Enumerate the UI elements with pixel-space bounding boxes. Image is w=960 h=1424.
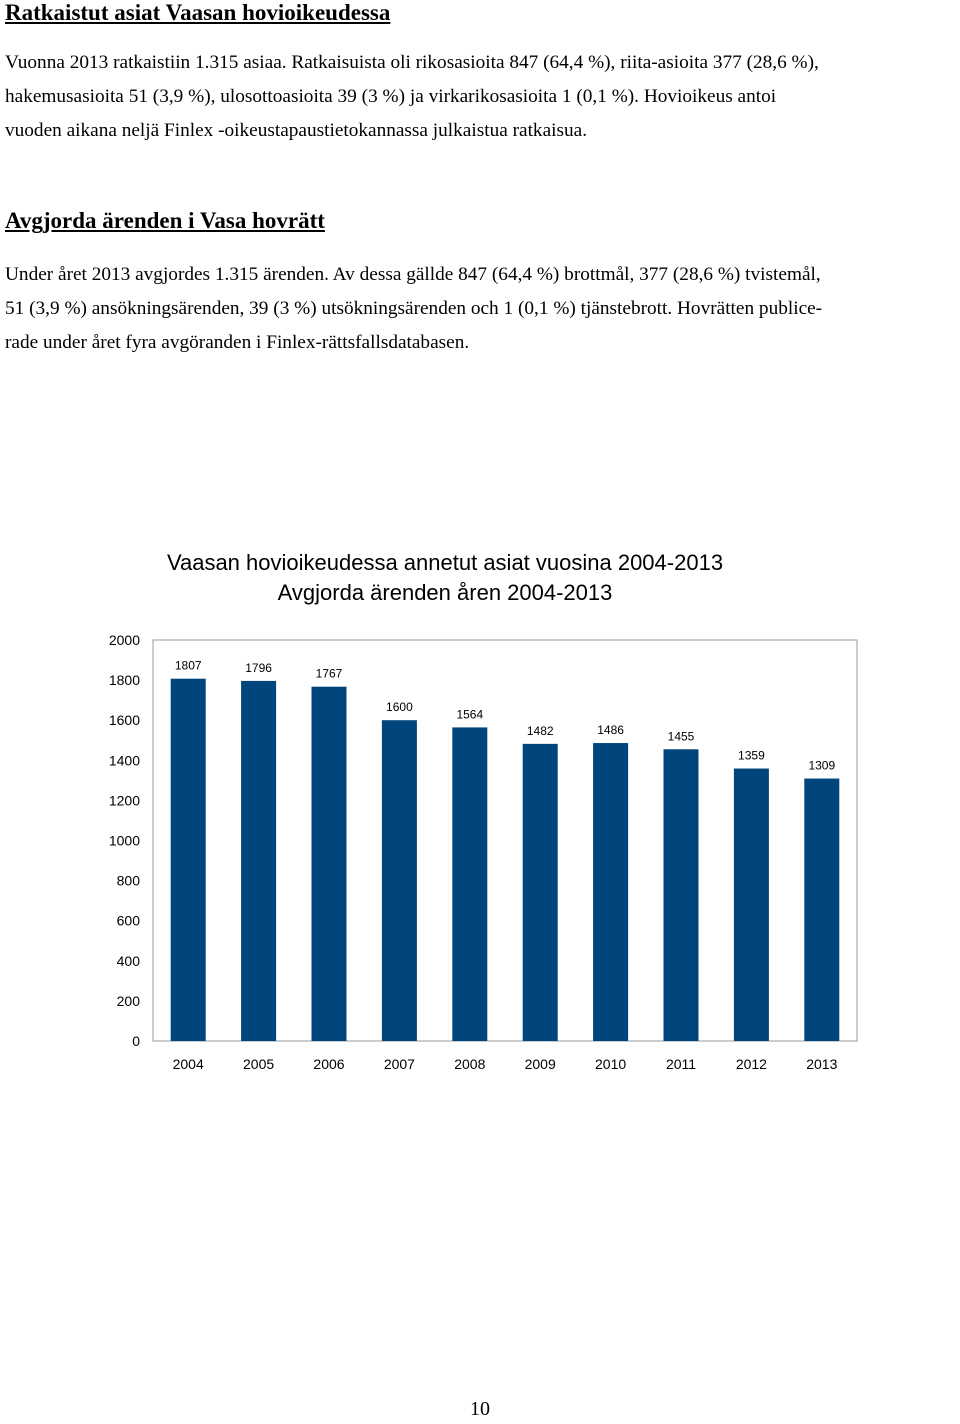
y-tick-label: 1600 — [109, 712, 140, 728]
y-tick-label: 1200 — [109, 792, 140, 808]
data-label: 1486 — [597, 723, 624, 737]
data-label: 1767 — [316, 667, 343, 681]
x-tick-label: 2012 — [736, 1056, 767, 1072]
x-tick-label: 2009 — [525, 1056, 556, 1072]
y-tick-label: 1800 — [109, 672, 140, 688]
chart-plot: 0 200 400 600 800 1000 1200 1400 1600 1800 2000 180… — [109, 632, 858, 1072]
bar — [311, 686, 347, 1041]
y-tick-label: 200 — [117, 993, 141, 1009]
paragraph-line: vuoden aikana neljä Finlex -oikeustapaus… — [5, 120, 588, 141]
heading-fi: Ratkaistut asiat Vaasan hovioikeudessa — [5, 0, 391, 25]
bar — [663, 749, 699, 1041]
paragraph-line: rade under året fyra avgöranden i Finlex… — [5, 332, 470, 353]
heading-sv: Avgjorda ärenden i Vasa hovrätt — [5, 208, 325, 233]
paragraph-line: hakemusasioita 51 (3,9 %), ulosottoasioi… — [5, 86, 777, 107]
data-label: 1807 — [175, 659, 202, 673]
chart-subtitle: Avgjorda ärenden åren 2004-2013 — [277, 580, 613, 605]
data-label: 1564 — [456, 707, 483, 721]
paragraph-line: 51 (3,9 %) ansökningsärenden, 39 (3 %) u… — [5, 298, 823, 319]
chart-title: Vaasan hovioikeudessa annetut asiat vuos… — [166, 550, 724, 575]
y-tick-label: 400 — [117, 953, 141, 969]
bar — [522, 743, 558, 1041]
paragraph-fi: Vuonna 2013 ratkaistiin 1.315 asiaa. Rat… — [5, 46, 957, 148]
bar-chart: Vaasan hovioikeudessa annetut asiat vuos… — [0, 540, 960, 1100]
paragraph-line: Under året 2013 avgjordes 1.315 ärenden.… — [5, 264, 821, 285]
bar — [804, 778, 840, 1041]
y-tick-label: 1000 — [109, 833, 140, 849]
x-tick-label: 2011 — [666, 1056, 696, 1072]
bar — [593, 743, 629, 1041]
bar — [733, 768, 769, 1041]
y-tick-label: 1400 — [109, 752, 140, 768]
data-label: 1455 — [668, 729, 695, 743]
bar — [170, 678, 206, 1041]
x-tick-label: 2013 — [806, 1056, 837, 1072]
paragraph-sv: Under året 2013 avgjordes 1.315 ärenden.… — [5, 258, 957, 360]
y-tick-label: 0 — [132, 1033, 140, 1049]
x-tick-label: 2006 — [313, 1056, 344, 1072]
data-label: 1482 — [527, 724, 554, 738]
data-label: 1309 — [808, 759, 835, 773]
x-tick-label: 2004 — [173, 1056, 204, 1072]
data-label: 1796 — [245, 661, 272, 675]
x-tick-label: 2005 — [243, 1056, 274, 1072]
page-number: 10 — [470, 1398, 490, 1420]
y-tick-label: 600 — [117, 913, 141, 929]
bar — [381, 720, 417, 1041]
data-label: 1359 — [738, 749, 765, 763]
data-label: 1600 — [386, 700, 413, 714]
bar — [452, 727, 488, 1041]
x-tick-label: 2008 — [454, 1056, 485, 1072]
plot-area — [152, 639, 858, 1042]
paragraph-line: Vuonna 2013 ratkaistiin 1.315 asiaa. Rat… — [5, 52, 819, 73]
x-tick-label: 2007 — [384, 1056, 415, 1072]
y-tick-label: 2000 — [109, 632, 140, 648]
x-tick-label: 2010 — [595, 1056, 626, 1072]
y-tick-label: 800 — [117, 873, 141, 889]
bar — [241, 680, 277, 1041]
